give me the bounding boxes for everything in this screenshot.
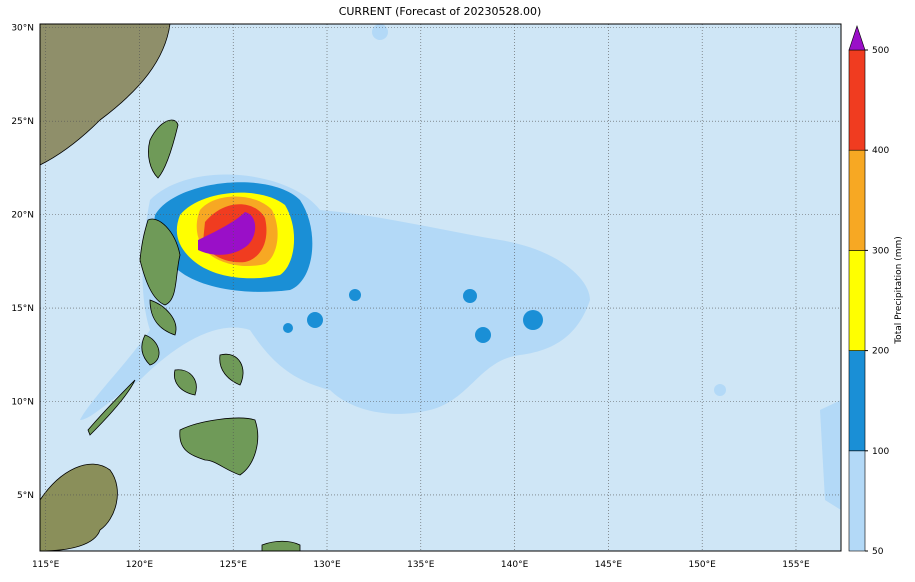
precip-max xyxy=(198,212,256,255)
map-frame xyxy=(39,23,842,552)
colorbar-tick-label: 50 xyxy=(872,547,884,557)
x-tick-label: 125°E xyxy=(220,560,248,570)
y-tick-label: 10°N xyxy=(11,397,34,407)
colorbar-tick-label: 200 xyxy=(872,347,889,357)
map-area xyxy=(40,24,841,551)
y-tick-label: 5°N xyxy=(17,491,34,501)
colorbar-tick-label: 300 xyxy=(872,246,889,256)
x-tick-label: 135°E xyxy=(407,560,435,570)
x-tick-label: 115°E xyxy=(32,560,60,570)
graticule xyxy=(40,24,841,551)
colorbar-segment xyxy=(848,250,866,351)
colorbar-tick-label: 500 xyxy=(872,46,889,56)
x-tick-label: 140°E xyxy=(501,560,529,570)
y-tick-label: 20°N xyxy=(11,211,34,221)
x-tick-label: 145°E xyxy=(595,560,623,570)
colorbar-tick-label: 100 xyxy=(872,447,889,457)
x-tick-label: 130°E xyxy=(313,560,341,570)
land xyxy=(40,24,301,551)
colorbar-extend xyxy=(848,25,866,51)
y-tick-label: 25°N xyxy=(11,117,34,127)
colorbar-segment xyxy=(848,350,866,452)
y-tick-label: 30°N xyxy=(11,24,34,34)
colorbar-label: Total Precipitation (mm) xyxy=(894,236,904,345)
colorbar: 50 100 200 300 400 500 xyxy=(848,25,889,557)
title: CURRENT (Forecast of 20230528.00) xyxy=(339,5,542,18)
x-tick-label: 155°E xyxy=(782,560,810,570)
colorbar-tick-label: 400 xyxy=(872,146,889,156)
colorbar-segment xyxy=(848,450,866,552)
x-tick-label: 120°E xyxy=(126,560,154,570)
y-tick-label: 15°N xyxy=(11,304,34,314)
colorbar-segment xyxy=(848,49,866,151)
colorbar-segment xyxy=(848,149,866,251)
x-tick-label: 150°E xyxy=(688,560,716,570)
